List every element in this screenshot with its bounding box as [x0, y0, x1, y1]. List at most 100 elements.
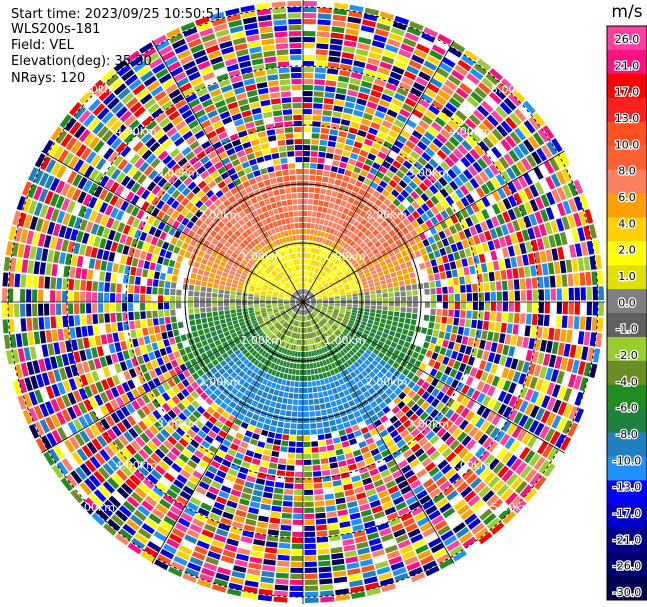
velocity-cell [249, 438, 258, 446]
velocity-cell [21, 259, 29, 273]
velocity-cell [351, 327, 358, 333]
velocity-cell [430, 195, 440, 205]
velocity-cell [304, 573, 318, 579]
velocity-cell [248, 304, 254, 308]
velocity-cell [577, 361, 586, 375]
velocity-cell [459, 276, 465, 285]
velocity-cell [279, 372, 284, 379]
velocity-cell [373, 277, 380, 283]
velocity-cell [509, 496, 523, 510]
velocity-cell [132, 338, 139, 348]
velocity-cell [219, 284, 225, 290]
velocity-cell [414, 186, 424, 196]
velocity-cell [303, 303, 306, 309]
velocity-cell [74, 315, 81, 326]
velocity-cell [325, 358, 331, 365]
velocity-cell [348, 10, 363, 18]
velocity-cell [310, 296, 316, 300]
velocity-cell [474, 527, 489, 540]
velocity-cell [351, 290, 358, 294]
velocity-cell [422, 356, 430, 365]
velocity-cell [329, 171, 337, 179]
velocity-cell [329, 462, 339, 469]
velocity-cell [108, 343, 116, 354]
velocity-cell [518, 324, 525, 336]
velocity-cell [274, 590, 288, 597]
velocity-cell [414, 448, 425, 458]
velocity-cell [243, 586, 258, 594]
velocity-cell [276, 358, 281, 365]
velocity-cell [314, 267, 318, 273]
velocity-cell [382, 355, 390, 362]
velocity-cell [380, 220, 388, 228]
velocity-cell [317, 434, 325, 441]
velocity-cell [502, 302, 508, 312]
velocity-cell [323, 487, 334, 494]
velocity-cell [312, 386, 318, 393]
velocity-cell [33, 261, 40, 275]
velocity-cell [230, 526, 242, 535]
velocity-cell [347, 196, 355, 204]
velocity-cell [304, 315, 306, 321]
velocity-cell [279, 452, 288, 459]
velocity-cell [490, 522, 505, 535]
velocity-cell [316, 212, 322, 218]
velocity-cell [355, 246, 362, 253]
velocity-cell [395, 252, 403, 260]
velocity-cell [277, 421, 284, 428]
velocity-cell [442, 56, 456, 68]
velocity-cell [574, 287, 580, 301]
velocity-cell [392, 567, 407, 577]
velocity-cell [320, 409, 327, 416]
velocity-cell [248, 293, 254, 297]
velocity-cell [315, 61, 327, 68]
velocity-cell [368, 127, 378, 136]
velocity-cell [385, 371, 393, 379]
velocity-cell [513, 206, 522, 219]
velocity-cell [192, 518, 205, 528]
velocity-cell [224, 306, 230, 311]
velocity-cell [317, 542, 329, 549]
velocity-cell [335, 399, 343, 406]
velocity-cell [531, 314, 538, 326]
velocity-cell [433, 548, 448, 559]
velocity-cell [303, 295, 305, 300]
velocity-cell [228, 494, 240, 503]
velocity-cell [420, 167, 431, 177]
velocity-cell [498, 156, 510, 169]
velocity-cell [303, 289, 305, 295]
velocity-cell [251, 458, 261, 466]
velocity-cell [390, 242, 398, 250]
velocity-cell [415, 369, 424, 377]
velocity-cell [200, 312, 207, 319]
velocity-cell [210, 267, 217, 274]
velocity-cell [299, 309, 301, 315]
velocity-cell [243, 416, 251, 424]
velocity-cell [376, 330, 383, 337]
velocity-cell [360, 218, 368, 226]
velocity-cell [478, 82, 491, 95]
velocity-cell [453, 499, 466, 511]
velocity-cell [465, 319, 472, 328]
velocity-cell [543, 314, 550, 327]
velocity-cell [304, 300, 310, 302]
velocity-cell [413, 463, 424, 474]
velocity-cell [365, 526, 378, 535]
velocity-cell [316, 323, 320, 329]
velocity-cell [370, 305, 376, 310]
velocity-cell [534, 338, 541, 351]
velocity-cell [385, 170, 395, 179]
velocity-cell [313, 97, 324, 103]
velocity-cell [451, 114, 464, 126]
velocity-cell [244, 430, 253, 438]
velocity-cell [392, 160, 402, 169]
velocity-cell [262, 492, 273, 499]
velocity-cell [431, 515, 445, 526]
velocity-cell [392, 321, 398, 327]
ray [304, 303, 537, 502]
velocity-cell [367, 57, 380, 66]
velocity-cell [403, 323, 410, 330]
velocity-cell [388, 306, 394, 311]
velocity-cell [289, 429, 297, 435]
velocity-cell [290, 331, 294, 338]
